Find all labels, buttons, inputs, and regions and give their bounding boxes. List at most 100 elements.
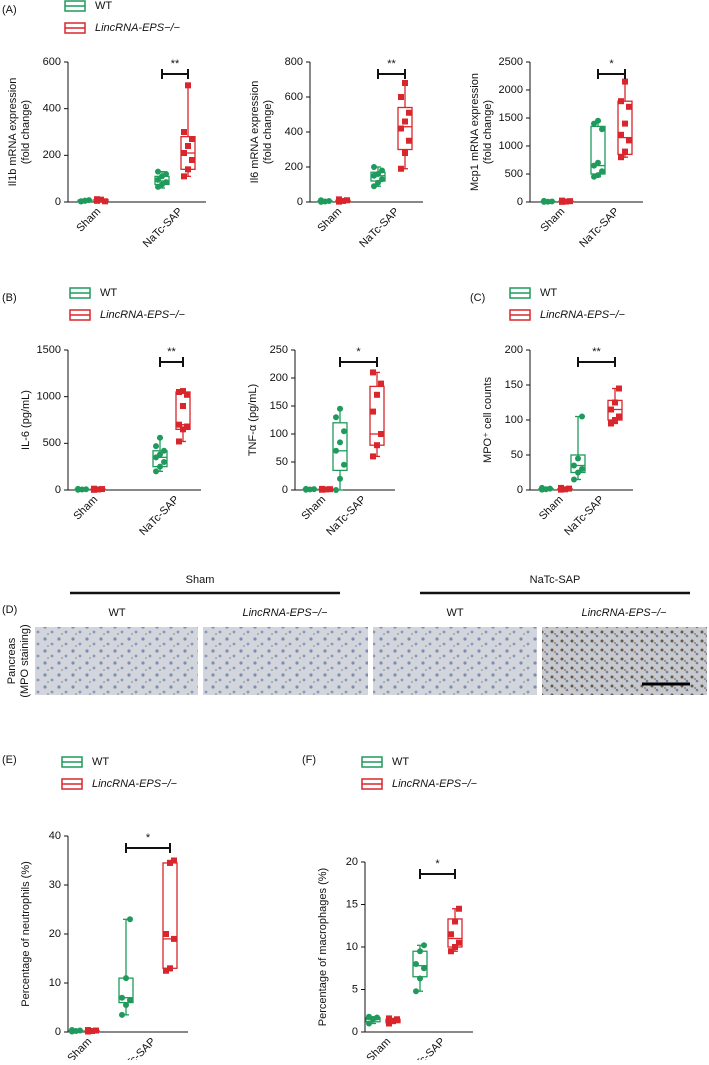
point: [327, 486, 333, 493]
point: [579, 466, 585, 472]
point: [171, 857, 177, 864]
legend-label: LincRNA-EPS−/−: [100, 309, 186, 321]
point: [547, 485, 553, 492]
y-tick-label: 0: [55, 484, 61, 496]
point: [333, 447, 339, 454]
point: [311, 486, 317, 493]
x-tick-label: Sham: [71, 494, 100, 523]
y-label: (MPO staining): [19, 624, 31, 697]
point: [157, 451, 163, 458]
micrograph: [373, 627, 537, 695]
point: [163, 967, 169, 974]
column-label: LincRNA-EPS−/−: [582, 607, 668, 619]
y-tick-label: 100: [505, 414, 523, 426]
point: [390, 1017, 396, 1024]
point: [163, 179, 169, 186]
point: [595, 117, 601, 124]
y-tick-label: 0: [517, 196, 523, 208]
legend-label: WT: [95, 0, 112, 12]
point: [599, 168, 605, 175]
significance: **: [592, 346, 601, 358]
point: [181, 150, 187, 156]
y-tick-label: 150: [270, 400, 288, 412]
point: [171, 935, 177, 942]
y-tick-label: 200: [43, 149, 61, 161]
point: [163, 931, 169, 937]
point: [575, 469, 581, 476]
point: [102, 198, 108, 205]
y-tick-label: 50: [511, 449, 523, 461]
y-tick-label: 200: [285, 161, 303, 173]
y-tick-label: 50: [276, 456, 288, 468]
point: [622, 148, 628, 155]
point: [398, 125, 404, 132]
x-tick-label: NaTc-SAP: [357, 206, 401, 250]
y-tick-label: 800: [285, 56, 303, 68]
point: [616, 385, 622, 392]
point: [386, 1020, 392, 1027]
point: [337, 475, 343, 482]
y-label: MPO⁺ cell counts: [482, 377, 494, 463]
point: [402, 150, 408, 156]
y-label: (fold change): [20, 100, 32, 164]
legend-label: WT: [92, 756, 109, 768]
point: [93, 1027, 99, 1034]
x-tick-label: Sham: [299, 494, 328, 523]
x-tick-label: NaTc-SAP: [137, 494, 181, 538]
significance: *: [435, 858, 440, 870]
point: [157, 434, 163, 441]
point: [562, 486, 568, 493]
point: [337, 439, 343, 446]
point: [417, 975, 423, 982]
panel-label: (C): [470, 292, 485, 304]
legend-label: LincRNA-EPS−/−: [92, 778, 178, 790]
point: [398, 94, 404, 100]
point: [608, 406, 614, 413]
y-tick-label: 40: [49, 830, 61, 842]
y-label: IL-6 (pg/mL): [20, 390, 32, 450]
point: [622, 78, 628, 85]
point: [549, 198, 555, 205]
y-tick-label: 1500: [37, 344, 61, 356]
point: [386, 1015, 392, 1022]
y-tick-label: 200: [505, 344, 523, 356]
point: [626, 137, 632, 144]
point: [127, 916, 133, 923]
point: [341, 428, 347, 435]
significance: **: [387, 58, 396, 70]
y-tick-label: 150: [505, 379, 523, 391]
point: [319, 485, 325, 492]
point: [452, 918, 458, 925]
y-tick-label: 500: [43, 437, 61, 449]
point: [189, 157, 195, 163]
point: [612, 417, 618, 423]
point: [448, 931, 454, 938]
x-tick-label: NaTc-SAP: [324, 494, 368, 538]
point: [161, 459, 167, 465]
y-label: Pancreas: [6, 637, 18, 684]
significance: *: [609, 58, 614, 70]
point: [176, 438, 182, 445]
x-tick-label: Sham: [315, 206, 344, 235]
point: [406, 109, 412, 116]
point: [185, 143, 191, 149]
x-tick-label: Sham: [537, 494, 566, 523]
y-tick-label: 200: [270, 372, 288, 384]
x-tick-label: NaTc-SAP: [403, 1036, 447, 1060]
y-tick-label: 500: [505, 168, 523, 180]
point: [153, 468, 159, 475]
x-tick-label: Sham: [364, 1036, 393, 1060]
point: [185, 82, 191, 89]
point: [539, 484, 545, 491]
legend-label: LincRNA-EPS−/−: [95, 22, 181, 34]
point: [181, 173, 187, 180]
point: [374, 391, 380, 398]
point: [566, 485, 572, 492]
point: [394, 1016, 400, 1023]
point: [626, 103, 632, 110]
point: [370, 369, 376, 376]
point: [575, 455, 581, 462]
point: [371, 183, 377, 190]
point: [456, 939, 462, 946]
